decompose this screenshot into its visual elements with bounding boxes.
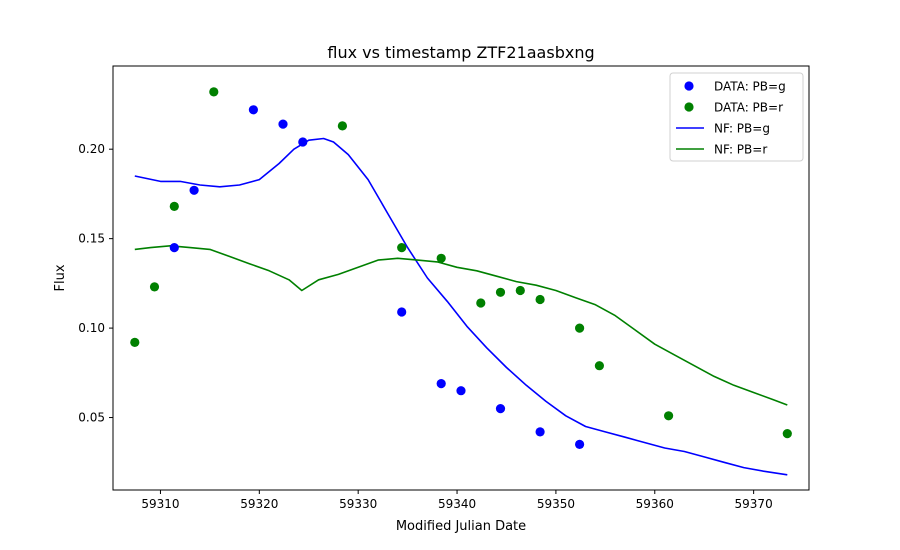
- scatter-point-data-r: [515, 285, 525, 296]
- scatter-point-data-g: [189, 185, 199, 195]
- scatter-point-data-r: [535, 294, 545, 305]
- x-axis-ticks: 59310 59320 59330 59340 59350 59360 59370: [141, 490, 773, 511]
- legend-marker: [684, 81, 694, 91]
- legend-label: DATA: PB=r: [714, 101, 783, 115]
- scatter-point-data-g: [169, 243, 179, 253]
- scatter-point-data-g: [298, 137, 308, 147]
- y-tick-label: 0.20: [78, 142, 105, 156]
- legend-label: NF: PB=g: [714, 122, 770, 136]
- x-tick-label: 59340: [438, 497, 476, 511]
- scatter-point-data-r: [130, 337, 140, 347]
- legend: DATA: PB=g DATA: PB=r NF: PB=g NF: PB=r: [669, 72, 804, 162]
- scatter-point-data-r: [575, 323, 585, 333]
- scatter-point-data-r: [495, 287, 506, 297]
- scatter-point-data-g: [575, 439, 585, 449]
- legend-marker: [684, 102, 694, 112]
- legend-box: [669, 72, 804, 162]
- x-tick-label: 59320: [240, 497, 278, 511]
- scatter-point-data-r: [594, 361, 605, 371]
- x-tick-label: 59310: [141, 497, 179, 511]
- scatter-point-data-g: [248, 105, 258, 115]
- scatter-point-data-g: [436, 379, 446, 389]
- scatter-point-data-r: [149, 282, 160, 292]
- series-line-nf-g: [134, 137, 788, 476]
- x-tick-label: 59360: [636, 497, 674, 511]
- y-tick-label: 0.15: [78, 232, 105, 246]
- x-axis-label: Modified Julian Date: [396, 519, 526, 534]
- scatter-point-data-r: [209, 87, 219, 97]
- scatter-point-data-r: [169, 201, 179, 211]
- chart-title: flux vs timestamp ZTF21aasbxng: [327, 43, 594, 62]
- series-line-nf-r: [134, 245, 788, 406]
- scatter-point-data-r: [664, 411, 674, 421]
- scatter-point-data-r: [397, 243, 407, 253]
- y-axis-ticks: 0.05 0.10 0.15 0.20: [78, 142, 113, 425]
- scatter-point-data-r: [476, 298, 486, 308]
- scatter-point-data-r: [782, 429, 792, 439]
- x-tick-label: 59370: [735, 497, 773, 511]
- y-tick-label: 0.05: [78, 411, 105, 425]
- scatter-point-data-g: [495, 404, 506, 414]
- legend-label: NF: PB=r: [714, 143, 767, 157]
- x-tick-label: 59350: [537, 497, 575, 511]
- legend-label: DATA: PB=g: [714, 80, 786, 94]
- scatter-point-data-r: [337, 121, 347, 131]
- y-tick-label: 0.10: [78, 321, 105, 335]
- x-tick-label: 59330: [339, 497, 377, 511]
- scatter-point-data-g: [535, 427, 545, 437]
- scatter-point-data-r: [436, 253, 446, 263]
- scatter-point-data-g: [278, 119, 288, 129]
- axes-frame: [112, 65, 810, 491]
- scatter-point-data-g: [397, 307, 407, 317]
- plot-area: [130, 87, 792, 476]
- y-axis-label: Flux: [53, 264, 68, 291]
- scatter-point-data-g: [456, 386, 466, 396]
